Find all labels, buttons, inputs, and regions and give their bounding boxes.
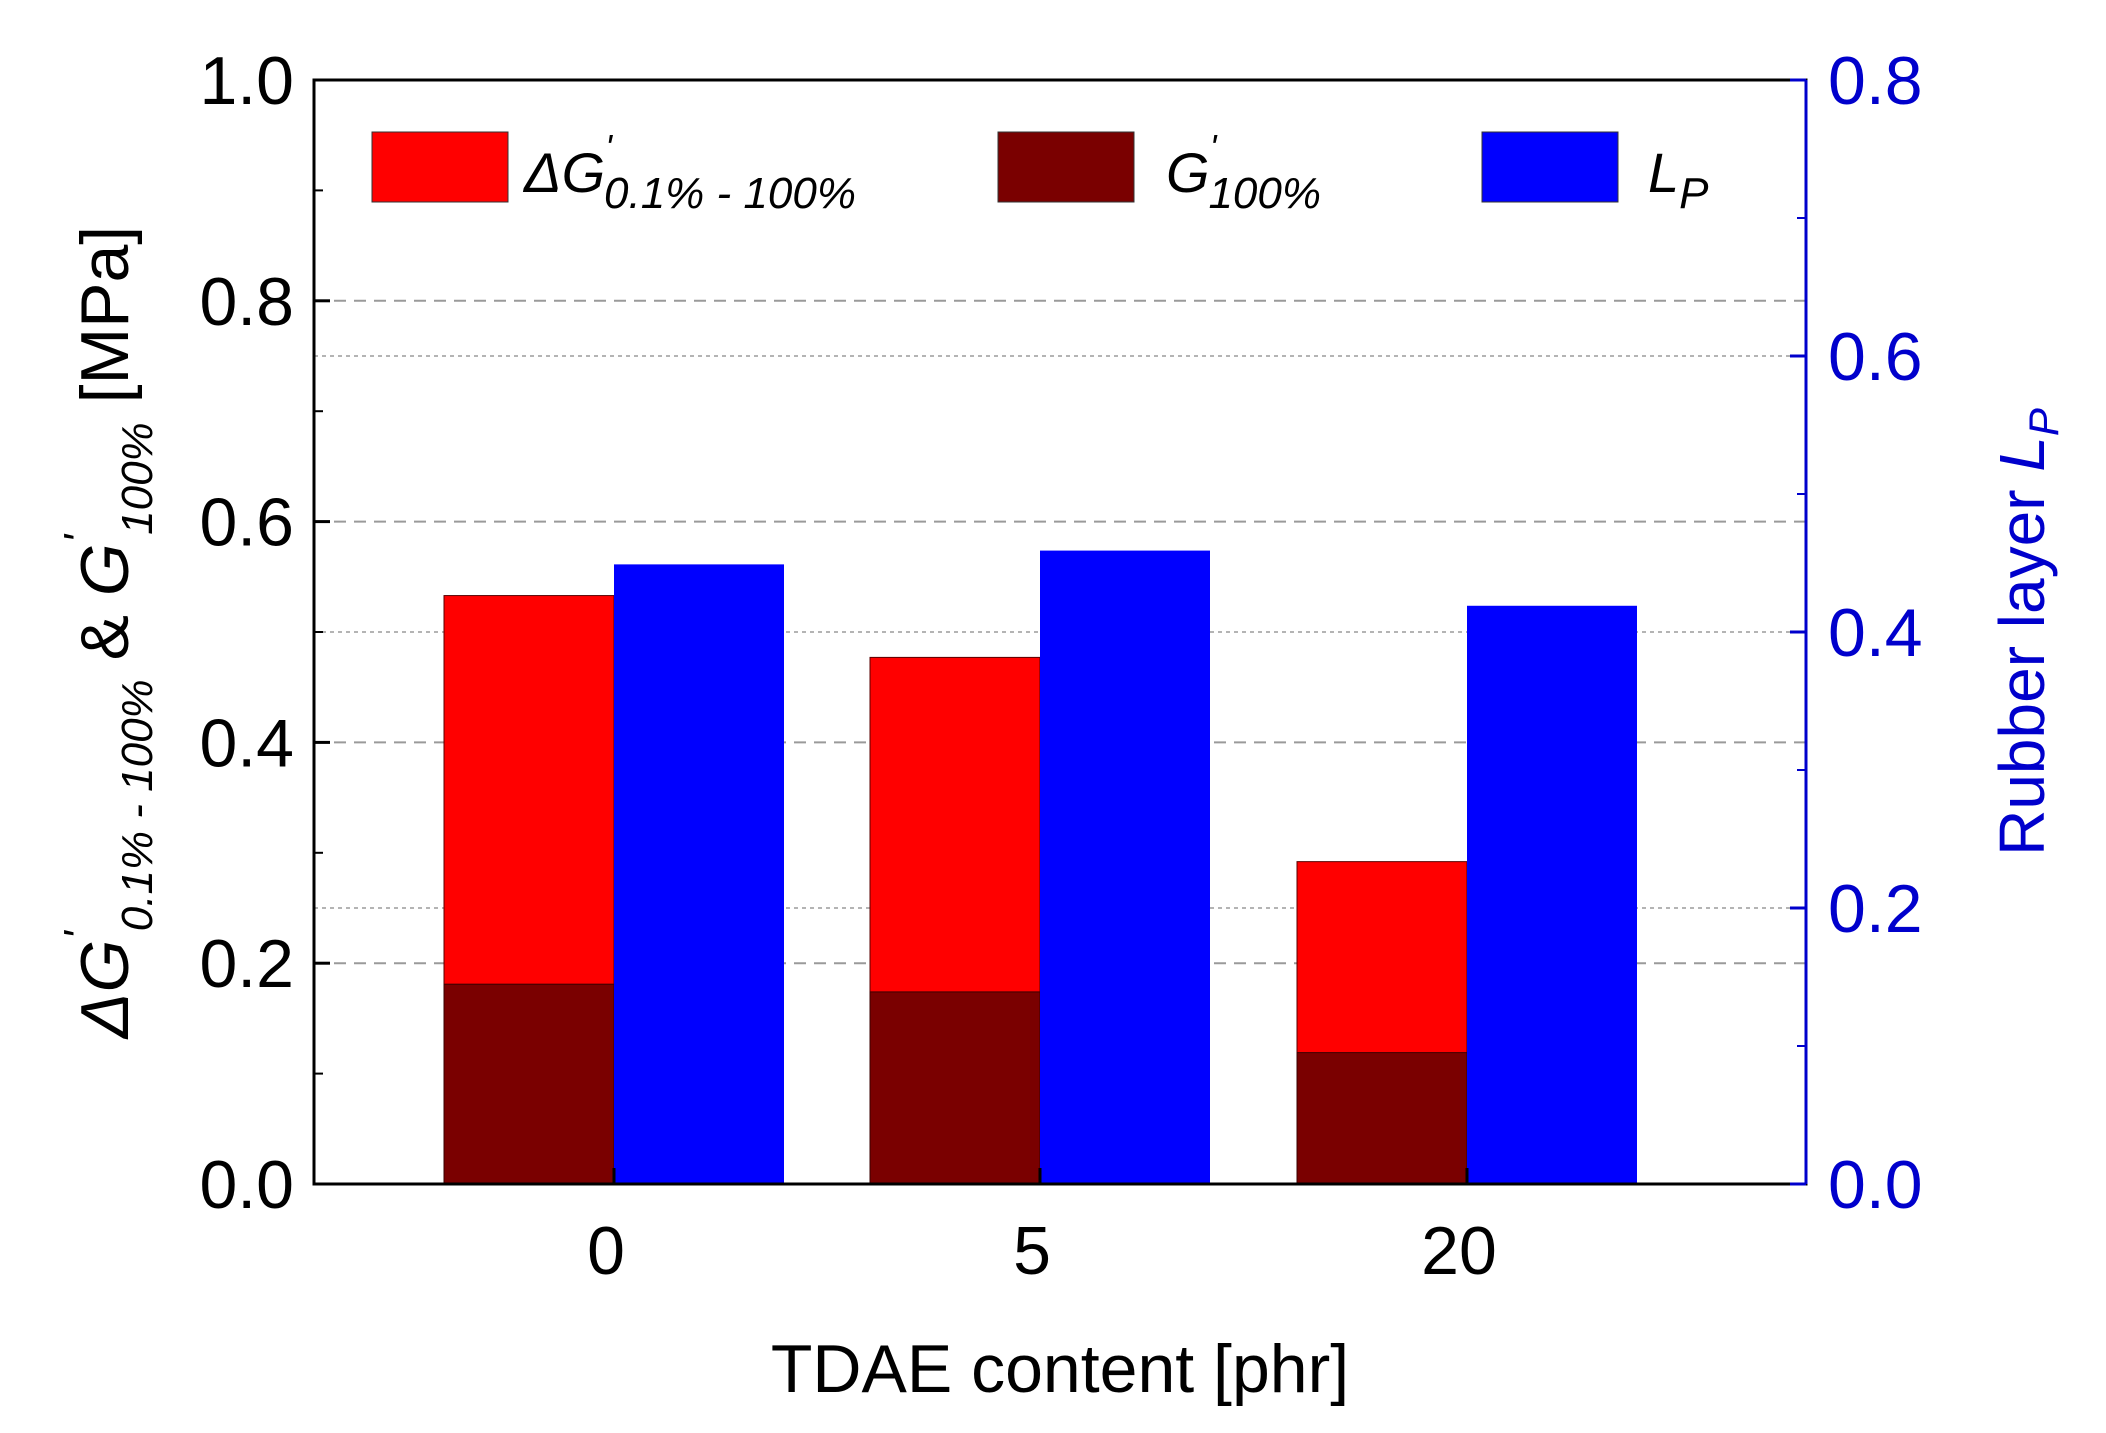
legend-label-main-1: G [1166,141,1210,204]
y-left-delta-g: ΔG [67,940,143,1041]
left-tick-label-5: 1.0 [199,43,294,119]
bar-g100-20 [1296,1052,1468,1185]
bar-g100-0 [443,983,615,1185]
x-tick-label-5: 5 [1013,1213,1051,1289]
left-tick-label-0: 0.0 [199,1147,294,1223]
left-tick-label-3: 0.6 [199,485,294,561]
y-left-unit: [MPa] [67,226,143,423]
legend-label-sub-0: 0.1% - 100% [604,169,856,218]
y-left-g: G [67,543,143,596]
y-left-sub-2: 100% [113,422,162,535]
right-tick-label-4: 0.8 [1828,43,1923,119]
legend-label-0: ΔG' 0.1% - 100% [522,127,856,218]
legend-label-prime-0: ' [605,127,613,168]
y-right-l: L [1986,436,2058,472]
right-axis-ticks: 0.0 0.2 0.4 0.6 0.8 [1790,43,1923,1223]
legend-swatch-1 [997,131,1135,203]
x-axis-ticks: 0 5 20 [587,1168,1497,1289]
left-tick-label-4: 0.8 [199,264,294,340]
bar-g100-5 [869,991,1041,1185]
right-tick-label-2: 0.4 [1828,595,1923,671]
right-tick-label-3: 0.6 [1828,319,1923,395]
y-right-sub: P [2020,408,2067,436]
x-tick-label-20: 20 [1421,1213,1497,1289]
left-axis-ticks: 0.0 0.2 0.4 0.6 0.8 1.0 [199,43,330,1223]
y-left-amp: & [67,596,143,679]
right-tick-label-0: 0.0 [1828,1147,1923,1223]
legend-label-main-2: L [1648,141,1679,204]
legend-swatch-2 [1481,131,1619,203]
y-axis-left-title: ΔG'0.1% - 100% & G'100% [MPa] [55,226,162,1040]
y-right-main: Rubber layer [1986,472,2058,856]
legend-label-sub-1: 100% [1208,169,1321,218]
legend: ΔG' 0.1% - 100% G' 100% LP [371,127,1709,218]
y-left-prime-2: ' [55,533,104,543]
right-tick-label-1: 0.2 [1828,871,1923,947]
legend-label-main-0: ΔG [522,141,605,204]
legend-label-sub-2: P [1679,169,1709,218]
left-tick-label-1: 0.2 [199,926,294,1002]
legend-label-1: G' 100% [1166,127,1321,218]
y-left-prime-1: ' [55,930,104,940]
bar-lp-5 [1040,550,1210,1184]
x-axis-title: TDAE content [phr] [771,1331,1349,1407]
bar-lp-20 [1467,605,1637,1184]
y-left-sub-1: 0.1% - 100% [113,679,162,931]
bar-lp-0 [614,564,784,1184]
legend-label-2: LP [1648,141,1709,218]
legend-swatch-0 [371,131,509,203]
left-tick-label-2: 0.4 [199,705,294,781]
y-axis-right-title: Rubber layer LP [1986,408,2067,856]
bars [443,550,1637,1185]
legend-label-prime-1: ' [1210,127,1218,168]
x-tick-label-0: 0 [587,1213,625,1289]
